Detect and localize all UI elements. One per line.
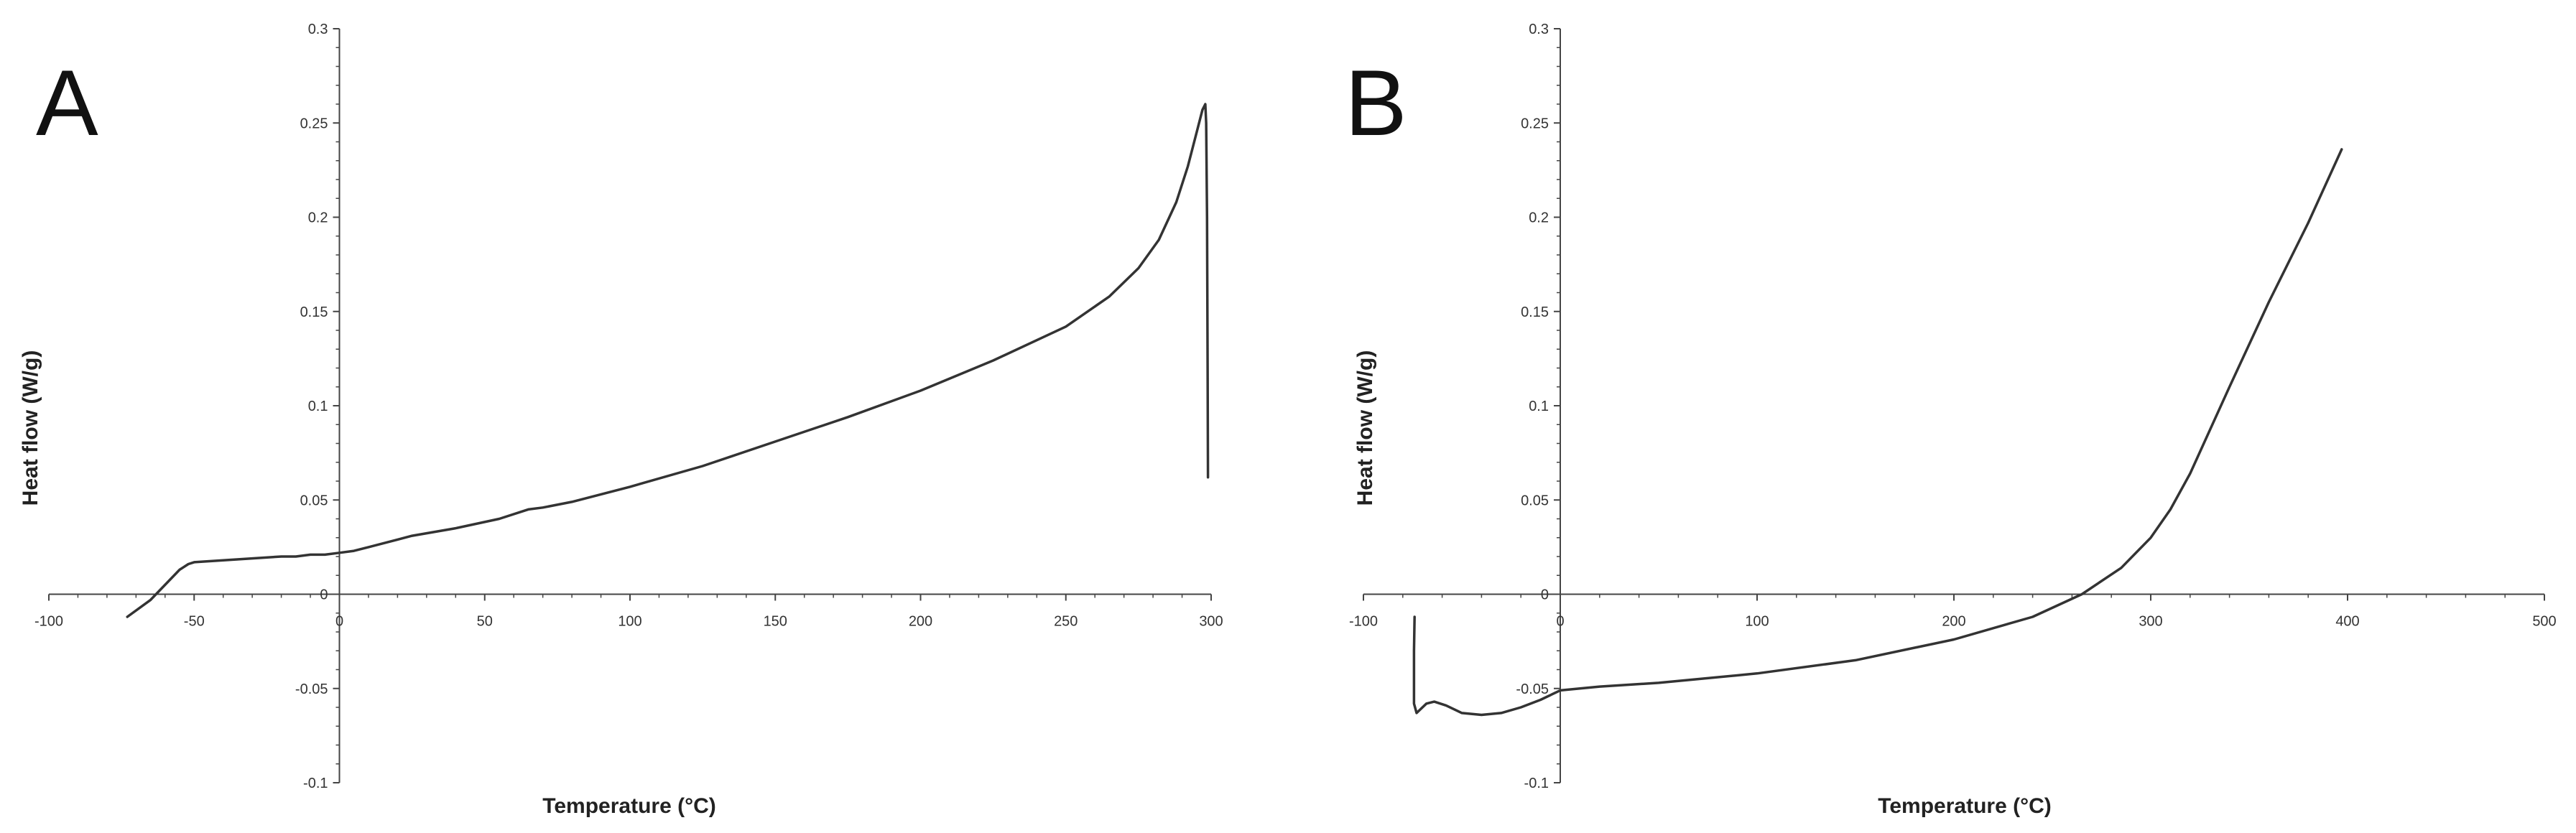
dsc-curve-b xyxy=(1412,148,2343,717)
x-tick-label-a: 0 xyxy=(335,614,343,630)
y-tick-label-a: 0.05 xyxy=(300,493,328,508)
panel-label-b: B xyxy=(1345,50,1407,155)
y-tick-label-b: -0.05 xyxy=(1516,681,1549,697)
y-axis-title-a: Heat flow (W/g) xyxy=(19,350,42,506)
x-axis-title-a: Temperature (°C) xyxy=(542,794,715,818)
y-tick-label-b: 0.25 xyxy=(1521,116,1549,131)
y-tick-label-a: 0 xyxy=(320,587,328,603)
x-tick-label-a: 100 xyxy=(618,614,641,630)
y-tick-label-a: 0.15 xyxy=(300,304,328,320)
x-tick-label-b: 500 xyxy=(2532,614,2556,630)
dsc-curve-a xyxy=(126,103,1210,618)
x-tick-label-a: 300 xyxy=(1199,614,1223,630)
y-tick-label-b: 0.3 xyxy=(1529,22,1549,37)
x-tick-label-a: 50 xyxy=(477,614,493,630)
y-axis-title-b: Heat flow (W/g) xyxy=(1353,350,1377,506)
y-tick-label-b: 0.15 xyxy=(1521,304,1549,320)
x-tick-label-b: 300 xyxy=(2139,614,2162,630)
x-tick-label-a: -100 xyxy=(34,614,63,630)
x-axis-title-b: Temperature (°C) xyxy=(1878,794,2051,818)
x-tick-label-a: 250 xyxy=(1054,614,1078,630)
chart-panel-a: A Temperature (°C) Heat flow (W/g) -100 -… xyxy=(19,22,1223,818)
y-tick-label-b: 0.05 xyxy=(1521,493,1549,508)
x-tick-label-b: -100 xyxy=(1349,614,1378,630)
y-tick-label-a: 0.25 xyxy=(300,116,328,131)
y-tick-label-a: -0.1 xyxy=(303,776,328,791)
x-tick-label-a: 150 xyxy=(764,614,787,630)
x-tick-label-a: 200 xyxy=(909,614,932,630)
y-tick-label-b: -0.1 xyxy=(1524,776,1549,791)
y-tick-label-a: -0.05 xyxy=(295,681,328,697)
y-tick-label-a: 0.3 xyxy=(308,22,328,37)
y-tick-label-b: 0.2 xyxy=(1529,210,1549,226)
x-tick-label-b: 100 xyxy=(1745,614,1769,630)
x-tick-label-b: 400 xyxy=(2335,614,2359,630)
y-tick-label-a: 0.2 xyxy=(308,210,328,226)
panel-label-a: A xyxy=(36,50,98,155)
x-tick-label-a: -50 xyxy=(184,614,205,630)
x-tick-label-b: 0 xyxy=(1556,614,1564,630)
y-tick-label-a: 0.1 xyxy=(308,399,328,414)
y-tick-label-b: 0.1 xyxy=(1529,399,1549,414)
chart-panel-b: B Temperature (°C) Heat flow (W/g) -100 0… xyxy=(1345,22,2557,818)
x-tick-label-b: 200 xyxy=(1942,614,1965,630)
y-tick-label-b: 0 xyxy=(1541,587,1549,603)
